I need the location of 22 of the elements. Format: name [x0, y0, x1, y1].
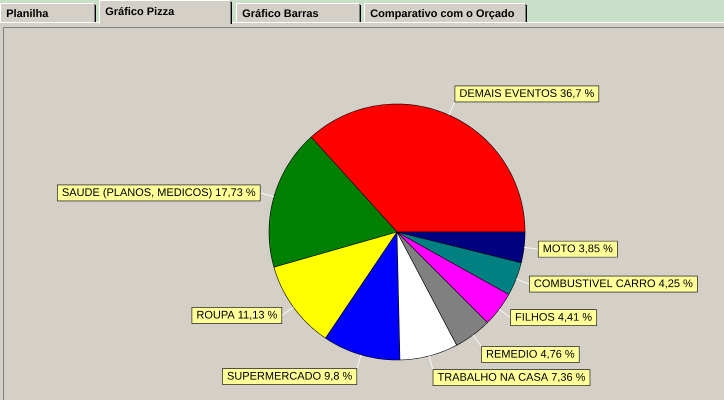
data-label: 11,13 %: [238, 310, 277, 320]
slice-label: REMEDIO: [486, 350, 537, 358]
slice-label: ROUPA: [197, 310, 235, 319]
data-label: 4,76 %: [540, 350, 574, 360]
data-label: 3,85 %: [579, 244, 612, 254]
slice-label: MOTO: [544, 244, 576, 252]
slice-label: DEMAIS EVENTOS: [460, 89, 556, 98]
text: Planilha: [6, 9, 48, 18]
data-label: 17,73 %: [216, 188, 256, 198]
slice-label: COMBUSTIVEL CARRO: [534, 279, 655, 288]
text: Gráfico Pizza: [106, 6, 174, 16]
slice-label: SAUDE (PLANOS, MEDICOS): [62, 188, 212, 198]
slice-label: SUPERMERCADO: [227, 372, 321, 380]
data-label: 9,8 %: [324, 372, 352, 381]
text: Comparativo com o Orçado: [370, 9, 514, 20]
slice-label: FILHOS: [516, 312, 554, 321]
data-label: 4,41 %: [558, 313, 592, 322]
data-label: 4,25 %: [658, 279, 692, 288]
data-label: 7,36 %: [552, 373, 586, 382]
slice-label: TRABALHO NA CASA: [438, 373, 548, 381]
data-label: 36,7 %: [560, 89, 594, 98]
text: Gráfico Barras: [242, 8, 318, 18]
